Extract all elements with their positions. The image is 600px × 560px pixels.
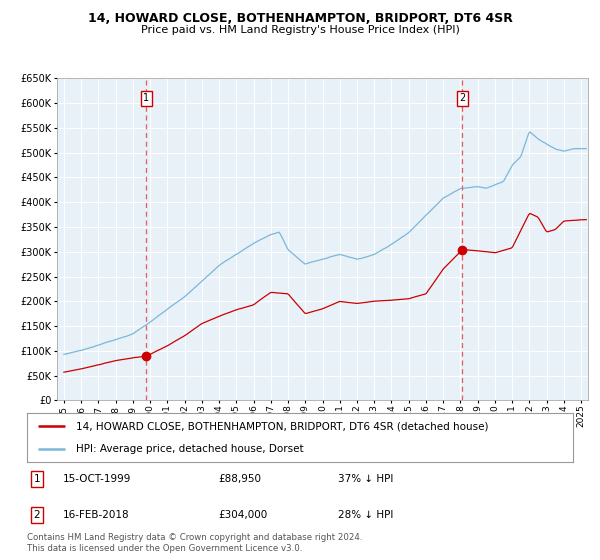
- Text: Contains HM Land Registry data © Crown copyright and database right 2024.
This d: Contains HM Land Registry data © Crown c…: [27, 533, 362, 553]
- Text: 28% ↓ HPI: 28% ↓ HPI: [338, 510, 394, 520]
- Text: 16-FEB-2018: 16-FEB-2018: [62, 510, 129, 520]
- Text: 1: 1: [34, 474, 40, 484]
- Text: 2: 2: [34, 510, 40, 520]
- Text: 1: 1: [143, 93, 149, 103]
- Text: 15-OCT-1999: 15-OCT-1999: [62, 474, 131, 484]
- Text: HPI: Average price, detached house, Dorset: HPI: Average price, detached house, Dors…: [76, 444, 304, 454]
- Text: 2: 2: [460, 93, 466, 103]
- Text: Price paid vs. HM Land Registry's House Price Index (HPI): Price paid vs. HM Land Registry's House …: [140, 25, 460, 35]
- Text: £304,000: £304,000: [218, 510, 268, 520]
- Text: 14, HOWARD CLOSE, BOTHENHAMPTON, BRIDPORT, DT6 4SR: 14, HOWARD CLOSE, BOTHENHAMPTON, BRIDPOR…: [88, 12, 512, 25]
- Text: 37% ↓ HPI: 37% ↓ HPI: [338, 474, 394, 484]
- Text: £88,950: £88,950: [218, 474, 261, 484]
- Text: 14, HOWARD CLOSE, BOTHENHAMPTON, BRIDPORT, DT6 4SR (detached house): 14, HOWARD CLOSE, BOTHENHAMPTON, BRIDPOR…: [76, 421, 488, 431]
